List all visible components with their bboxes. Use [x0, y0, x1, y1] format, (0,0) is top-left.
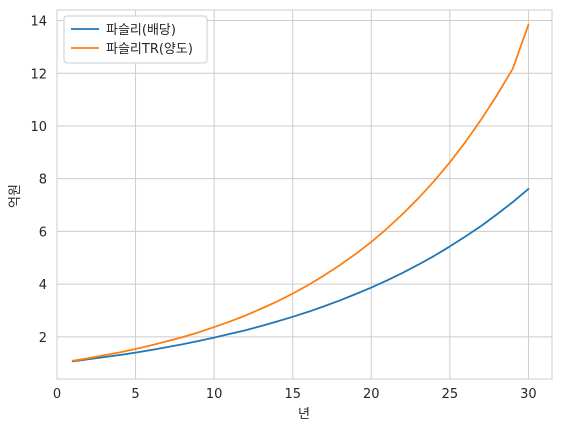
x-tick-labels: 0 5 10 15 20 25 30 — [53, 387, 537, 402]
x-tick-label: 30 — [520, 387, 537, 402]
x-tick-label: 25 — [442, 387, 459, 402]
series-line-0 — [71, 188, 530, 363]
series-line-1 — [71, 23, 530, 362]
x-axis-label: 년 — [298, 407, 310, 422]
legend-label-0: 파슬리(배당) — [106, 23, 176, 38]
y-tick-label: 4 — [39, 278, 47, 293]
x-tick-label: 20 — [363, 387, 380, 402]
x-tick-label: 5 — [131, 387, 139, 402]
gridlines — [56, 10, 552, 379]
series-lines — [71, 23, 530, 363]
y-tick-labels: 2 4 6 8 10 12 14 — [30, 15, 47, 346]
y-tick-label: 12 — [30, 67, 47, 82]
y-tick-label: 14 — [30, 15, 47, 30]
legend-box — [63, 15, 208, 64]
y-tick-label: 10 — [30, 120, 47, 135]
x-tick-label: 0 — [53, 387, 61, 402]
x-tick-label: 15 — [284, 387, 301, 402]
legend: 파슬리(배당) 파슬리TR(양도) — [63, 15, 208, 64]
legend-label-1: 파슬리TR(양도) — [106, 42, 193, 57]
y-tick-label: 8 — [39, 173, 47, 188]
y-tick-label: 2 — [39, 331, 47, 346]
y-tick-label: 6 — [39, 225, 47, 240]
plot-frame — [56, 9, 553, 380]
y-axis-label: 억원 — [8, 184, 23, 208]
x-tick-label: 10 — [206, 387, 223, 402]
